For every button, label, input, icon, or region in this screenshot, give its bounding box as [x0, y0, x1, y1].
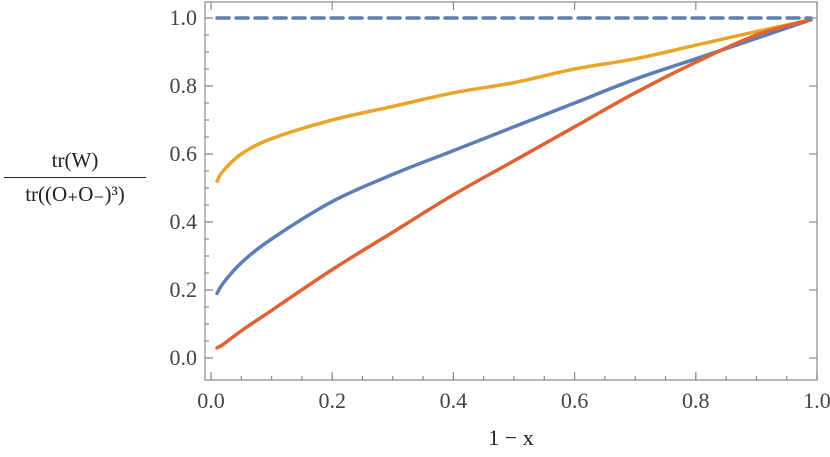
y-tick-label: 1.0 — [170, 5, 198, 30]
x-tick-label: 1.0 — [803, 388, 830, 413]
y-axis-label-fraction-bar — [4, 177, 146, 178]
plot-frame — [204, 1, 818, 381]
series-line-3 — [215, 17, 813, 350]
x-tick-label: 0.2 — [318, 388, 346, 413]
y-tick-label: 0.4 — [170, 209, 198, 234]
y-tick-label: 0.2 — [170, 277, 198, 302]
series-line-2 — [215, 17, 813, 296]
y-tick-label: 0.6 — [170, 141, 198, 166]
y-axis-label: tr(W) tr((O₊O₋)³) — [2, 148, 148, 207]
x-axis-label: 1 − x — [488, 425, 533, 450]
ticks-layer: 0.0 0.2 0.4 0.6 0.8 1.0 0.0 0.2 0.4 0.6 0.8 1.0 — [170, 2, 830, 413]
y-tick-label: 0.0 — [170, 345, 198, 370]
series-line-1 — [215, 17, 813, 183]
x-tick-label: 0.4 — [440, 388, 468, 413]
y-axis-label-denominator: tr((O₊O₋)³) — [25, 182, 125, 206]
x-tick-label: 0.6 — [561, 388, 589, 413]
series-layer — [215, 16, 813, 350]
y-axis-label-numerator: tr(W) — [51, 148, 99, 172]
y-tick-label: 0.8 — [170, 73, 198, 98]
x-tick-label: 0.0 — [197, 388, 225, 413]
x-tick-label: 0.8 — [682, 388, 710, 413]
